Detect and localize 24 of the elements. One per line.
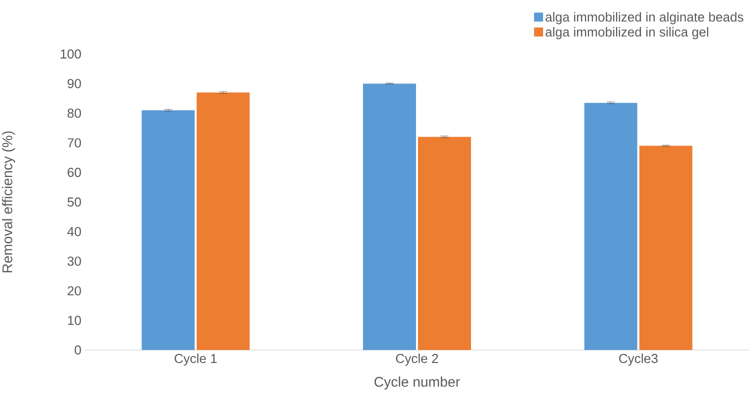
y-tick-label: 80 — [68, 108, 81, 118]
bar — [418, 136, 472, 350]
y-tick-label: 60 — [68, 168, 81, 177]
y-tick-label: 20 — [68, 286, 81, 296]
y-tick-label: 90 — [68, 78, 81, 88]
y-tick-label: 70 — [68, 138, 81, 148]
y-tick-label: 100 — [60, 49, 81, 59]
bar — [363, 84, 416, 350]
x-tick-label: Cycle 1 — [174, 354, 217, 366]
bar — [584, 102, 638, 350]
bar — [196, 92, 250, 350]
legend-label: alga immobilized in alginate beads — [546, 12, 744, 24]
x-tick-label: Cycle3 — [619, 354, 658, 366]
y-tick-label: 10 — [68, 316, 81, 325]
y-tick-label: 40 — [67, 226, 81, 236]
y-tick-label: 30 — [68, 256, 81, 266]
y-tick-label: 50 — [68, 197, 81, 207]
x-tick-label: Cycle 2 — [396, 354, 438, 366]
legend-label: alga immobilized in silica gel — [546, 27, 708, 40]
bar — [142, 110, 195, 350]
y-tick-label: 0 — [74, 345, 81, 355]
bar — [639, 146, 692, 350]
x-axis-title: Cycle number — [374, 376, 460, 390]
y-axis-title: Removal efficiency (%) — [2, 131, 16, 272]
